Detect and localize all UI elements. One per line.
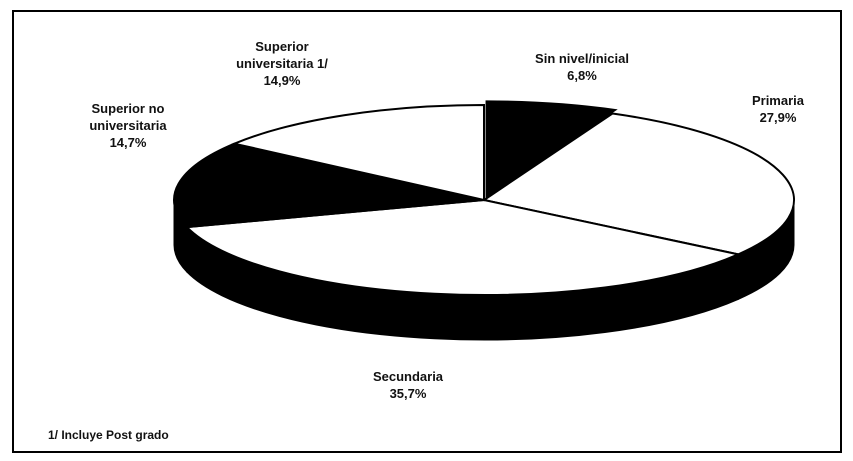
slice-label: Superior universitaria 1/ [236, 39, 328, 71]
slice-label: Secundaria [372, 369, 444, 384]
slice [231, 103, 485, 202]
slice [184, 198, 742, 296]
slice-value-label: 6,8% [567, 68, 597, 83]
slice-value-label: 27,9% [759, 110, 797, 125]
slice-value-label: 14,7% [109, 135, 147, 150]
slice-value-label: 35,7% [389, 386, 427, 401]
slice-value-label: 14,9% [263, 73, 301, 88]
slice [173, 142, 485, 229]
chart-frame [12, 10, 842, 453]
footnote: 1/ Incluye Post grado [48, 428, 169, 442]
slice-label: Superior no universitaria [89, 101, 167, 133]
slice-label: Primaria [751, 93, 805, 108]
slice-label: Sin nivel/inicial [535, 51, 629, 66]
slice [485, 100, 618, 199]
slice [481, 112, 795, 256]
